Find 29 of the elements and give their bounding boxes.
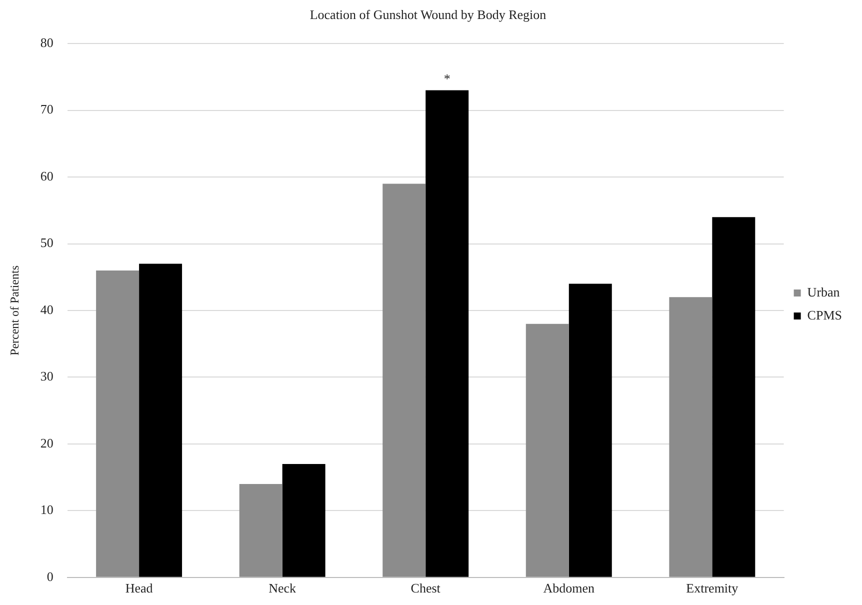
bar (669, 297, 712, 577)
x-tick-label: Neck (268, 580, 297, 596)
y-tick-label: 50 (40, 235, 54, 250)
y-tick-label: 80 (40, 35, 54, 50)
x-tick-label: Extremity (686, 580, 739, 596)
chart-title: Location of Gunshot Wound by Body Region (310, 7, 547, 22)
legend-label: Urban (807, 284, 840, 300)
y-tick-label: 0 (46, 568, 54, 584)
bar (382, 184, 426, 577)
bar (568, 284, 612, 577)
bar (239, 484, 282, 577)
y-axis-title: Percent of Patients (7, 265, 22, 356)
y-tick-label: 60 (40, 168, 54, 184)
y-tick-label: 40 (40, 302, 54, 317)
annotation: * (444, 71, 450, 86)
bar (526, 324, 569, 577)
y-tick-label: 10 (40, 502, 54, 518)
bar (426, 90, 469, 577)
bar (139, 264, 182, 577)
bar (712, 217, 756, 577)
bar (282, 464, 326, 577)
x-tick-label: Abdomen (543, 580, 596, 596)
y-tick-label: 70 (40, 102, 54, 117)
y-tick-label: 30 (40, 368, 54, 384)
x-tick-label: Head (125, 580, 154, 596)
y-tick-label: 20 (40, 435, 54, 450)
bar (96, 270, 140, 577)
legend-label: CPMS (807, 307, 842, 322)
x-tick-label: Chest (410, 580, 441, 596)
